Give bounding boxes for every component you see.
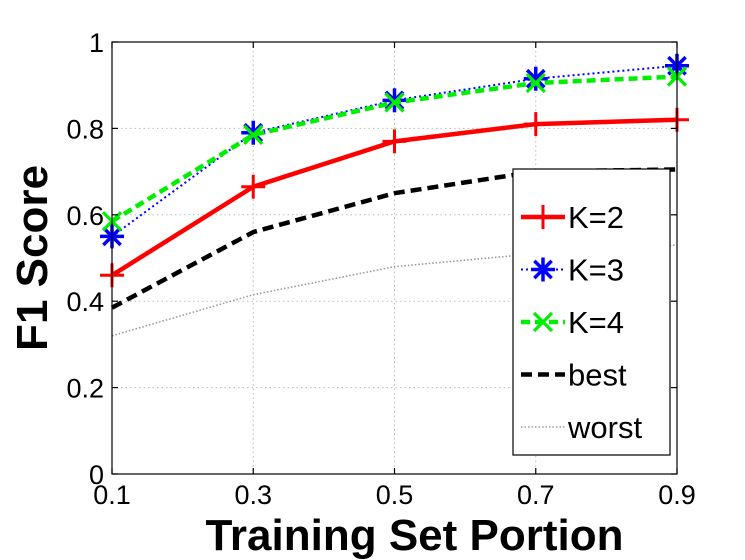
legend-label: best xyxy=(568,358,627,393)
legend-item: K=2 xyxy=(521,200,624,235)
legend-label: worst xyxy=(567,410,642,445)
y-tick-label: 0.8 xyxy=(66,114,104,144)
legend: K=2 K=3 K=4 best worst xyxy=(512,168,671,456)
plus-marker xyxy=(523,112,548,137)
legend-item: K=4 xyxy=(521,305,624,340)
x-tick-label: 0.3 xyxy=(234,480,272,510)
y-tick-label: 0.4 xyxy=(66,287,104,317)
x-marker xyxy=(243,124,264,146)
y-tick-label: 0 xyxy=(89,460,104,490)
legend-item: worst xyxy=(521,410,642,445)
x-tick-label: 0.9 xyxy=(658,480,696,510)
y-tick-label: 0.2 xyxy=(66,374,104,404)
series-k4 xyxy=(101,66,688,232)
star-marker xyxy=(531,257,555,282)
ticks: 0 0.2 0.4 0.6 0.8 1 0.1 0.3 0.5 0.7 0.9 xyxy=(66,28,695,510)
plus-marker xyxy=(241,174,266,199)
y-tick-label: 1 xyxy=(89,28,104,58)
x-tick-label: 0.7 xyxy=(517,480,555,510)
plus-marker xyxy=(531,205,555,229)
legend-item: K=3 xyxy=(521,253,624,288)
y-tick-label: 0.6 xyxy=(66,201,104,231)
x-marker xyxy=(384,92,405,113)
plus-marker xyxy=(382,129,407,154)
y-axis-title: F1 Score xyxy=(8,165,57,351)
x-axis-title: Training Set Portion xyxy=(205,511,623,560)
x-tick-label: 0.1 xyxy=(93,480,131,510)
legend-label: K=2 xyxy=(568,200,624,235)
x-marker xyxy=(532,311,554,333)
star-marker xyxy=(523,66,548,91)
x-marker xyxy=(525,72,546,94)
legend-label: K=4 xyxy=(568,305,624,340)
legend-item: best xyxy=(521,358,627,393)
x-tick-label: 0.5 xyxy=(376,480,414,510)
legend-label: K=3 xyxy=(568,253,624,288)
